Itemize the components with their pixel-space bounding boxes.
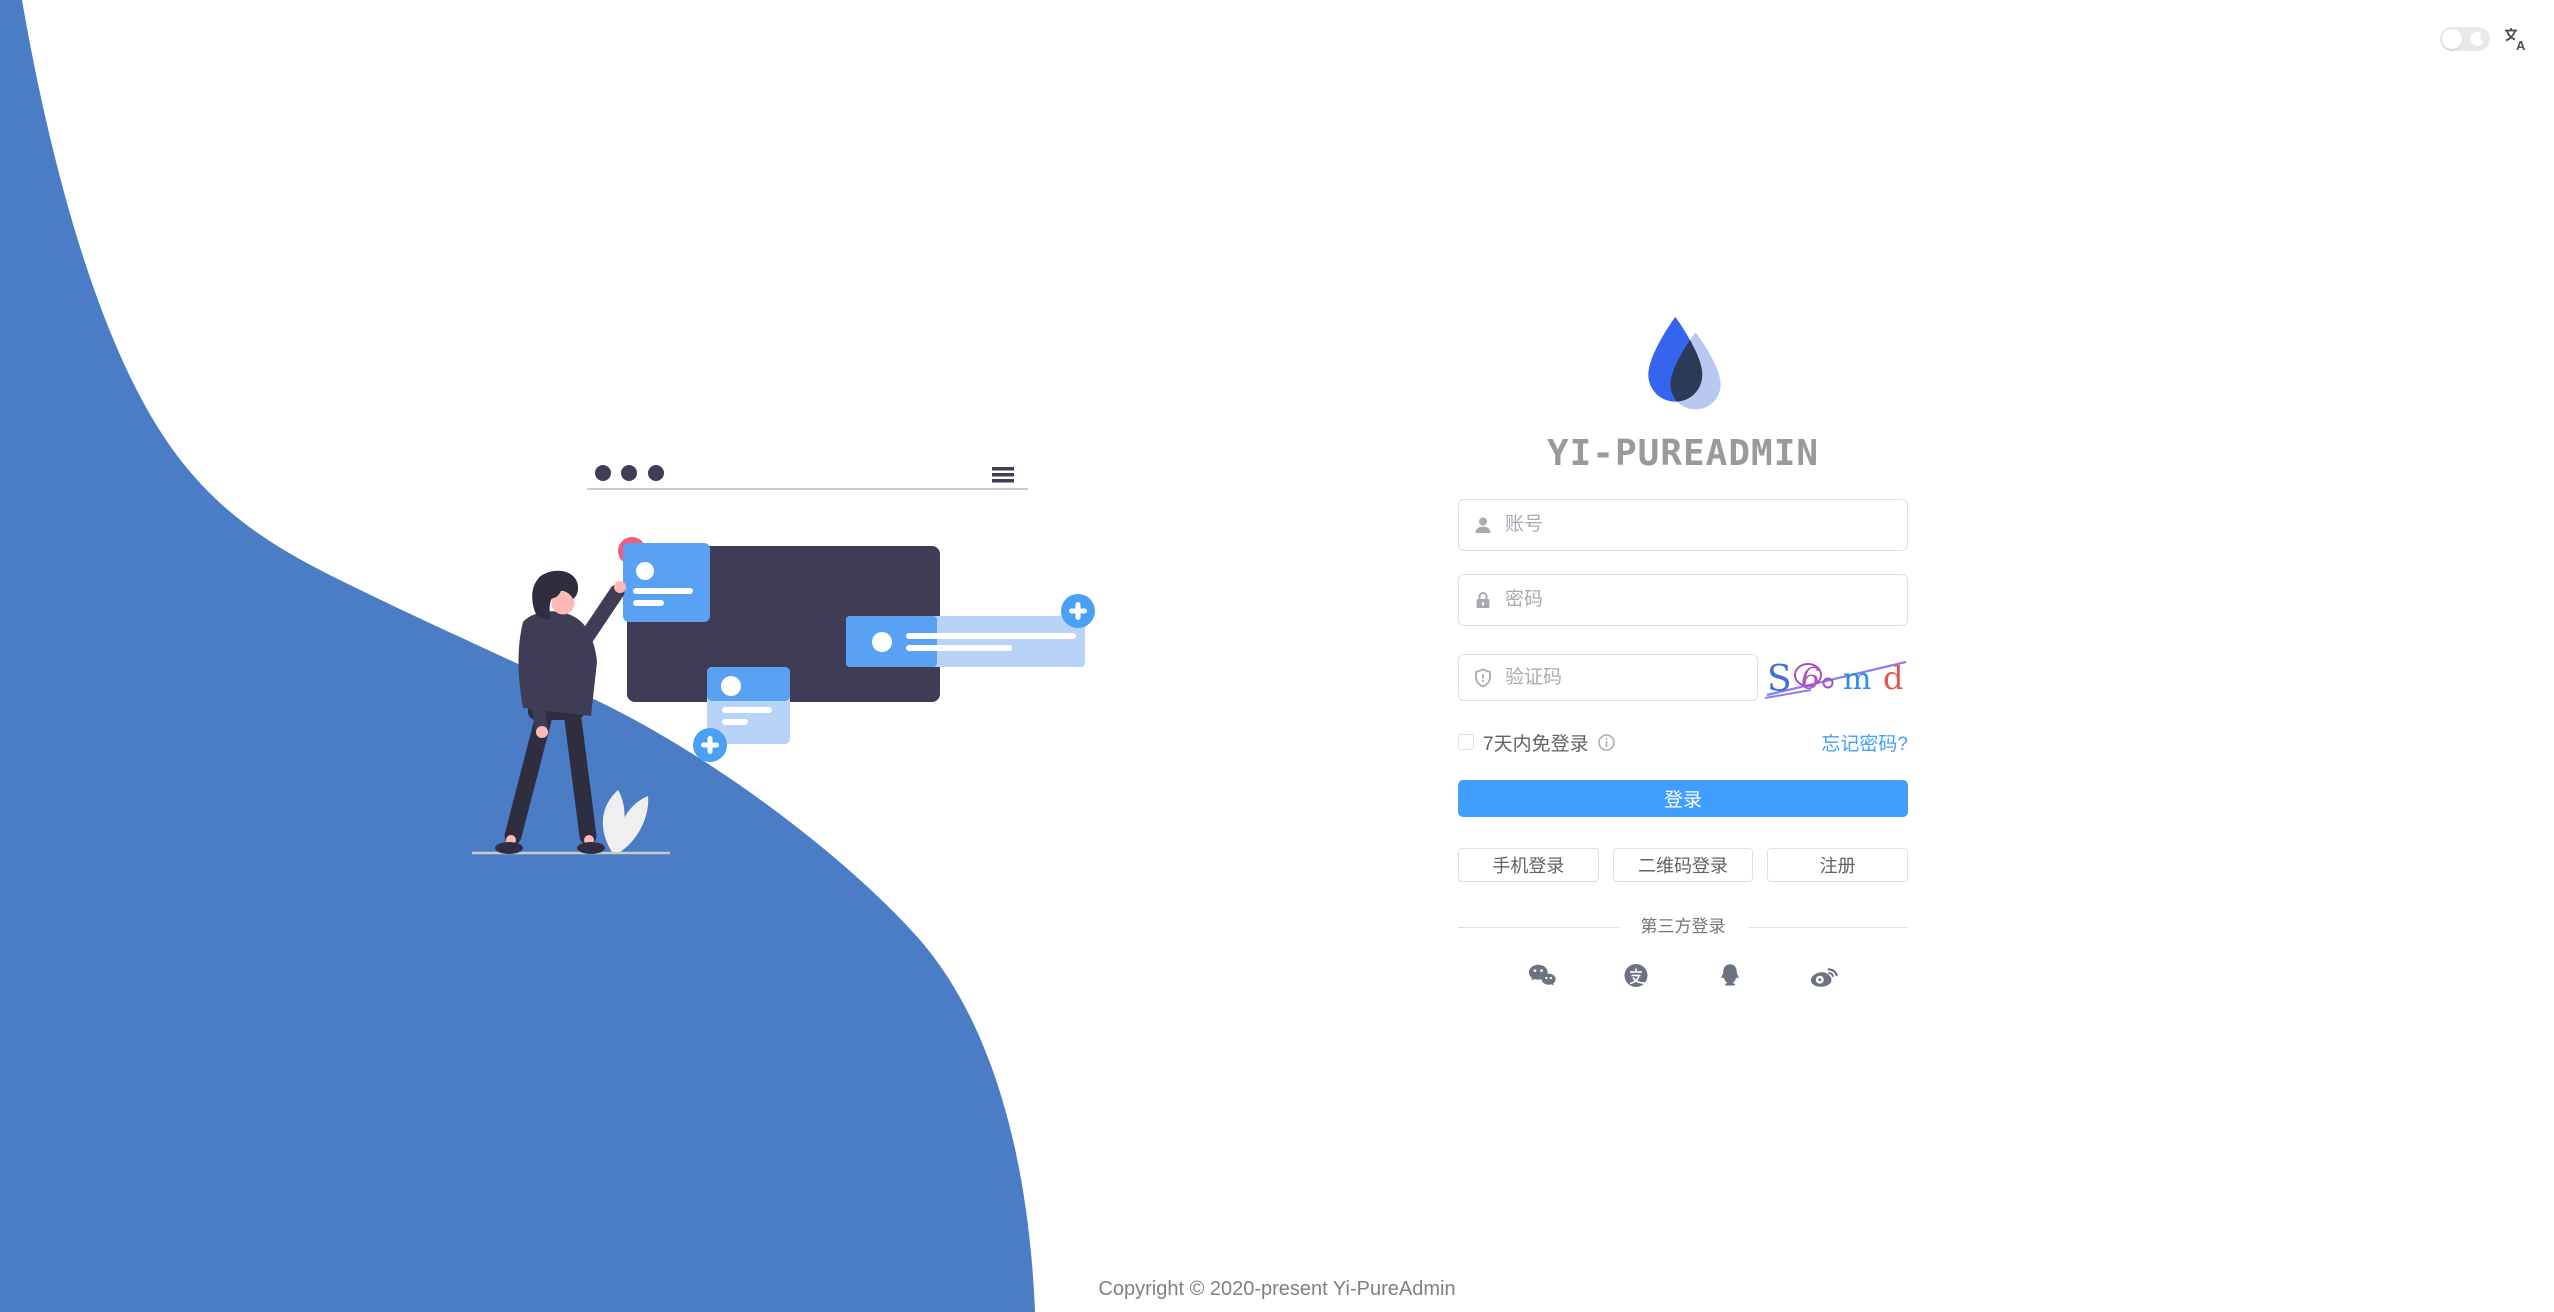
person-illustration — [472, 570, 670, 855]
qrcode-login-button[interactable]: 二维码登录 — [1612, 848, 1754, 882]
account-input[interactable] — [1458, 499, 1908, 551]
app-title: YI-PUREADMIN — [1546, 433, 1820, 474]
qq-icon[interactable] — [1715, 962, 1745, 989]
svg-text:6: 6 — [1801, 662, 1820, 697]
weibo-icon[interactable] — [1809, 962, 1839, 989]
login-button[interactable]: 登录 — [1458, 780, 1908, 817]
wave-shape — [0, 0, 1035, 1312]
app-logo-drop-icon — [1648, 316, 1721, 410]
alipay-icon[interactable] — [1621, 962, 1651, 989]
captcha-image[interactable]: S 6 m d — [1765, 655, 1908, 700]
remember-label: 7天内免登录 — [1483, 733, 1589, 755]
svg-text:A: A — [2516, 38, 2526, 52]
moon-icon — [2470, 31, 2484, 46]
plus-badge-right — [1061, 594, 1095, 628]
password-field-wrap — [1458, 574, 1908, 626]
lock-icon — [1476, 592, 1490, 608]
top-controls: A — [2440, 26, 2529, 52]
social-login-row — [1458, 962, 1908, 989]
captcha-input[interactable] — [1458, 654, 1758, 701]
toggle-knob — [2442, 29, 2462, 49]
wechat-icon[interactable] — [1527, 962, 1557, 989]
captcha-field-wrap — [1458, 654, 1758, 701]
third-party-divider: 第三方登录 — [1458, 916, 1908, 938]
translate-icon[interactable]: A — [2503, 26, 2529, 52]
plus-badge-left — [693, 728, 727, 762]
copyright-text: Copyright © 2020-present Yi-PureAdmin — [1098, 1278, 1456, 1300]
register-button[interactable]: 注册 — [1767, 848, 1909, 882]
login-panel: YI-PUREADMIN — [1458, 315, 1909, 989]
remember-checkbox[interactable] — [1458, 734, 1474, 750]
alt-login-row: 手机登录 二维码登录 注册 — [1458, 848, 1909, 882]
phone-login-button[interactable]: 手机登录 — [1458, 848, 1599, 882]
forgot-password-link[interactable]: 忘记密码? — [1821, 733, 1908, 755]
shield-icon — [1475, 668, 1491, 687]
svg-text:m: m — [1843, 662, 1871, 697]
dark-mode-toggle[interactable] — [2440, 27, 2490, 51]
remember-me[interactable]: 7天内免登录 — [1458, 729, 1615, 756]
user-icon — [1475, 517, 1491, 533]
password-input[interactable] — [1458, 574, 1908, 626]
svg-text:S: S — [1767, 659, 1792, 700]
window-cards-illustration — [618, 537, 1095, 762]
options-row: 7天内免登录 忘记密码? — [1458, 729, 1908, 755]
divider-label: 第三方登录 — [1618, 916, 1748, 938]
browser-chrome-illustration — [587, 465, 1028, 490]
account-field-wrap — [1458, 499, 1908, 551]
captcha-row: S 6 m d — [1458, 654, 1908, 701]
svg-text:d: d — [1883, 659, 1903, 697]
info-icon[interactable] — [1597, 733, 1615, 751]
